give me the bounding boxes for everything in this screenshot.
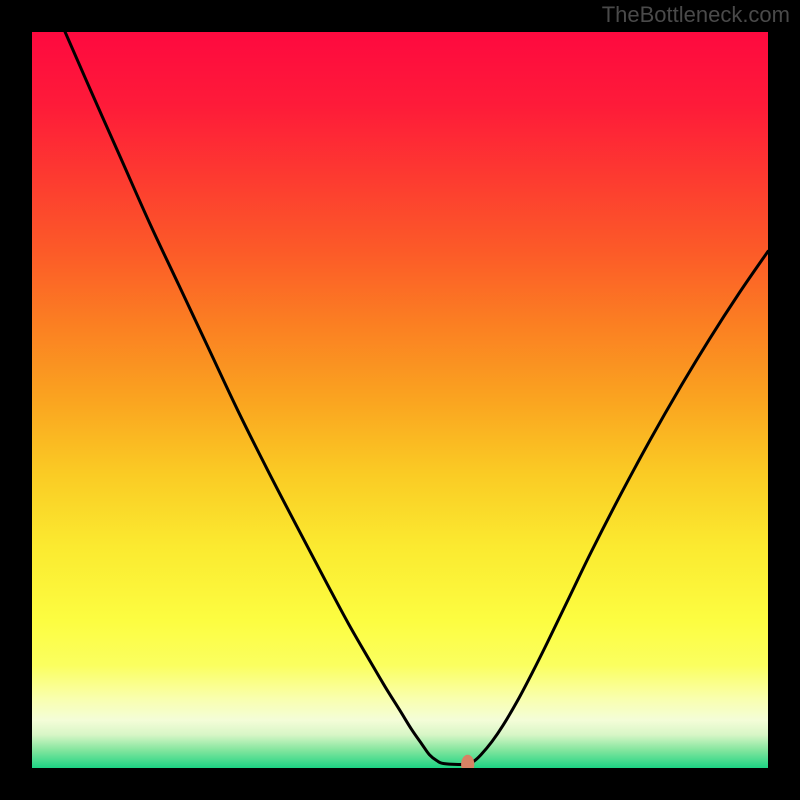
plot-area xyxy=(32,32,768,768)
chart-svg xyxy=(32,32,768,768)
watermark-text: TheBottleneck.com xyxy=(602,2,790,28)
chart-container: TheBottleneck.com xyxy=(0,0,800,800)
